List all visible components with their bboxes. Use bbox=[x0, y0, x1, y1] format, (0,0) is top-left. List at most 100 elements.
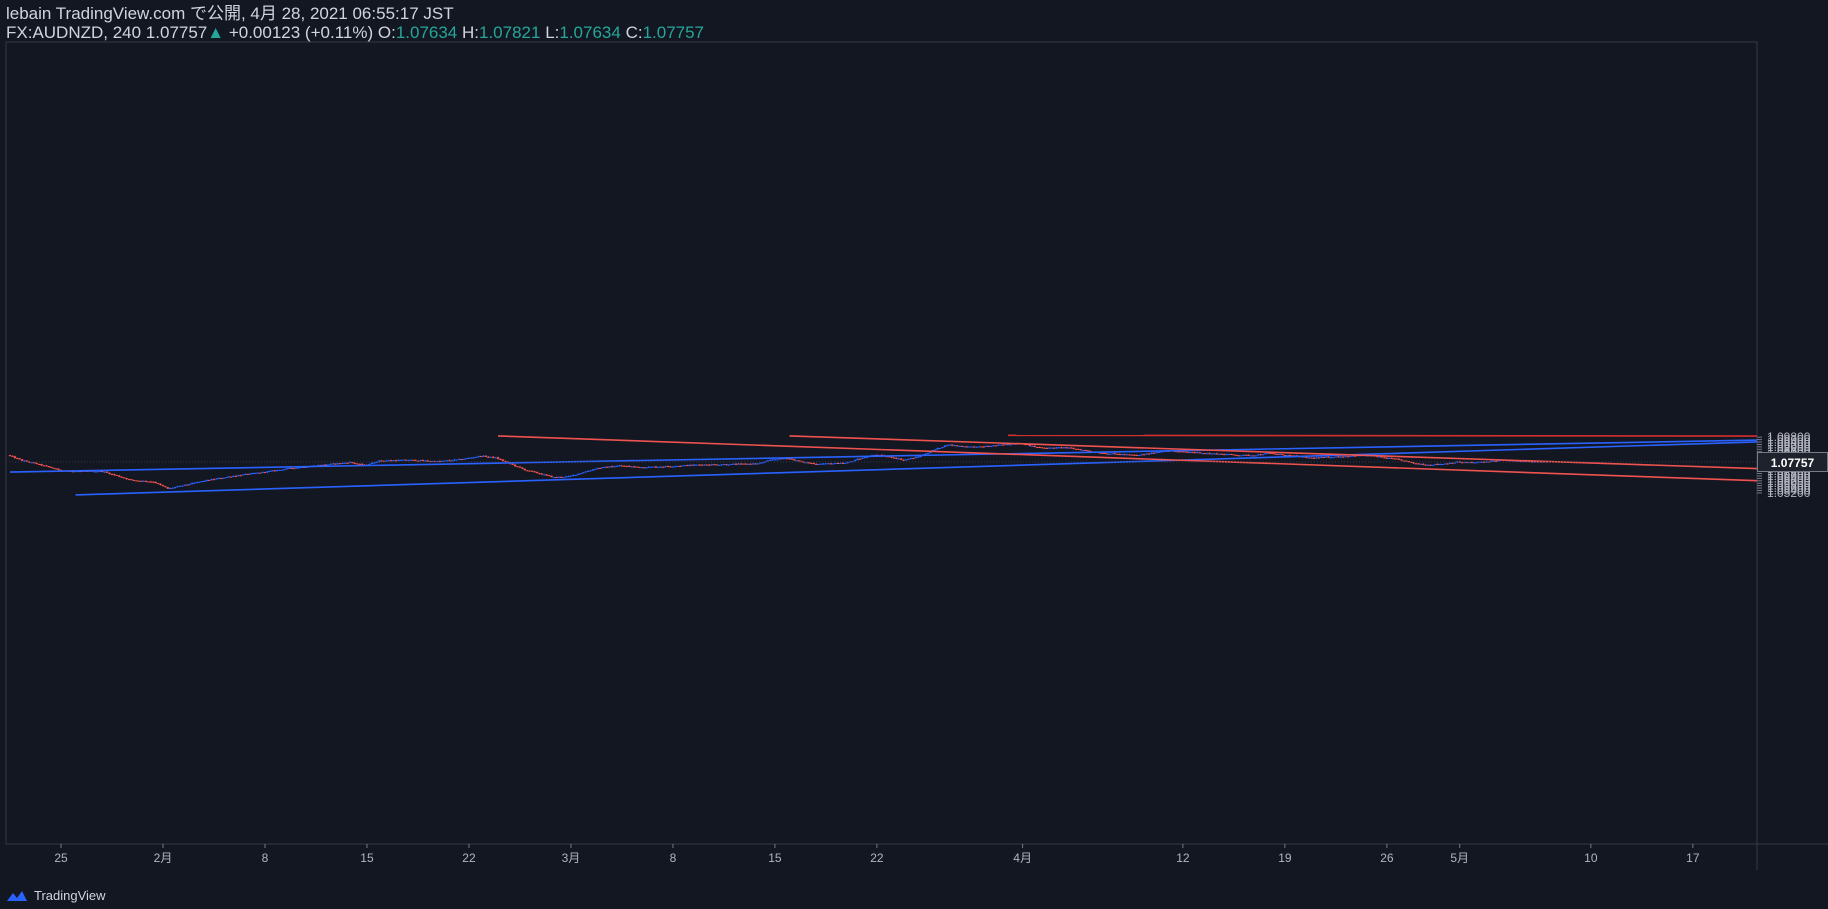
candle-body bbox=[494, 457, 497, 459]
candle-body bbox=[467, 457, 471, 459]
candle-body bbox=[1397, 458, 1401, 460]
candle-body bbox=[137, 480, 140, 482]
price-tick-label: 1.09800 bbox=[1767, 430, 1811, 444]
candle-body bbox=[380, 460, 383, 462]
candle-body bbox=[596, 467, 599, 470]
low-label: L: bbox=[545, 23, 560, 42]
candle-body bbox=[739, 463, 743, 465]
price-tick-label: 1.05400 bbox=[1767, 483, 1811, 497]
candle-body bbox=[560, 476, 563, 478]
candle-body bbox=[569, 475, 573, 477]
candle-body bbox=[1354, 455, 1357, 457]
candle-body bbox=[696, 464, 699, 466]
footer-brand[interactable]: TradingView bbox=[6, 888, 106, 903]
candle-body bbox=[936, 448, 939, 450]
candle-body bbox=[268, 470, 272, 472]
candle-body bbox=[975, 446, 978, 448]
candle-body bbox=[1482, 461, 1486, 463]
candle-body bbox=[611, 466, 614, 468]
candle-body bbox=[545, 474, 548, 476]
candle-body bbox=[965, 446, 968, 448]
candle-body bbox=[445, 460, 449, 462]
candle-body bbox=[547, 475, 551, 477]
candle-body bbox=[688, 464, 692, 466]
candle-body bbox=[207, 479, 211, 481]
candle-body bbox=[1040, 447, 1044, 449]
candle-body bbox=[938, 447, 942, 449]
trendline[interactable] bbox=[9, 438, 1828, 473]
candle-body bbox=[815, 463, 818, 465]
candle-body bbox=[130, 479, 133, 481]
candle-body bbox=[16, 458, 19, 460]
candle-body bbox=[1213, 453, 1216, 455]
candle-body bbox=[967, 446, 971, 448]
candle-body bbox=[273, 470, 276, 472]
candle-body bbox=[1385, 457, 1389, 459]
candle-body bbox=[1419, 463, 1423, 465]
candle-body bbox=[1337, 456, 1340, 458]
candle-body bbox=[132, 479, 136, 481]
time-axis[interactable]: 25 2月 8 15 22 3月 8 15 22 4月 12 19 26 5月 10 17 bbox=[54, 844, 1700, 865]
candle-body bbox=[1322, 457, 1325, 459]
candle-body bbox=[866, 456, 869, 458]
candle-body bbox=[1283, 455, 1287, 457]
candle-body bbox=[441, 460, 444, 462]
candle-body bbox=[105, 471, 109, 473]
candle-body bbox=[237, 475, 240, 477]
candle-body bbox=[897, 458, 900, 460]
candle-body bbox=[297, 467, 301, 469]
candle-body bbox=[1099, 452, 1102, 454]
candle-body bbox=[1157, 452, 1160, 454]
time-tick-label: 5月 bbox=[1450, 851, 1469, 865]
candles-group bbox=[8, 442, 1549, 490]
candle-body bbox=[1006, 444, 1010, 446]
candle-body bbox=[1222, 454, 1226, 456]
candle-body bbox=[1060, 447, 1063, 449]
candle-body bbox=[798, 460, 801, 462]
candle-body bbox=[331, 463, 335, 465]
candle-body bbox=[1106, 453, 1109, 455]
candle-body bbox=[1142, 454, 1146, 456]
candle-body bbox=[1069, 447, 1073, 449]
candle-body bbox=[900, 458, 903, 460]
candle-body bbox=[579, 473, 582, 475]
candle-body bbox=[348, 462, 352, 464]
candle-body bbox=[101, 471, 104, 473]
candle-body bbox=[113, 474, 116, 476]
candle-body bbox=[222, 477, 225, 479]
candle-body bbox=[475, 456, 478, 458]
trendline[interactable] bbox=[1008, 434, 1828, 437]
candle-body bbox=[135, 480, 138, 482]
candle-body bbox=[96, 471, 99, 473]
candle-body bbox=[710, 464, 713, 466]
trendline[interactable] bbox=[789, 435, 1828, 473]
candle-body bbox=[890, 456, 893, 458]
candle-body bbox=[1130, 454, 1134, 456]
candle-body bbox=[193, 482, 196, 484]
candle-body bbox=[722, 464, 726, 466]
candle-body bbox=[23, 460, 26, 462]
candle-body bbox=[1351, 455, 1355, 457]
trendline[interactable] bbox=[75, 438, 1828, 496]
candle-body bbox=[1198, 452, 1202, 454]
price-tick-label: 1.09200 bbox=[1767, 437, 1811, 451]
candle-body bbox=[543, 474, 546, 476]
candle-body bbox=[632, 466, 636, 468]
candle-body bbox=[982, 446, 985, 448]
candle-body bbox=[1108, 453, 1112, 455]
candle-body bbox=[730, 463, 733, 465]
candle-body bbox=[1082, 450, 1085, 452]
candle-body bbox=[1378, 456, 1381, 458]
price-tick-label: 1.09000 bbox=[1767, 440, 1811, 454]
candle-body bbox=[244, 473, 247, 475]
candle-body bbox=[642, 467, 645, 469]
candle-body bbox=[630, 466, 633, 468]
candle-body bbox=[909, 458, 913, 460]
time-tick-label: 26 bbox=[1380, 851, 1394, 865]
candle-body bbox=[875, 454, 879, 456]
candle-body bbox=[1145, 453, 1148, 455]
trendline[interactable] bbox=[498, 435, 1828, 486]
candle-body bbox=[186, 484, 189, 486]
candle-body bbox=[1480, 461, 1483, 463]
